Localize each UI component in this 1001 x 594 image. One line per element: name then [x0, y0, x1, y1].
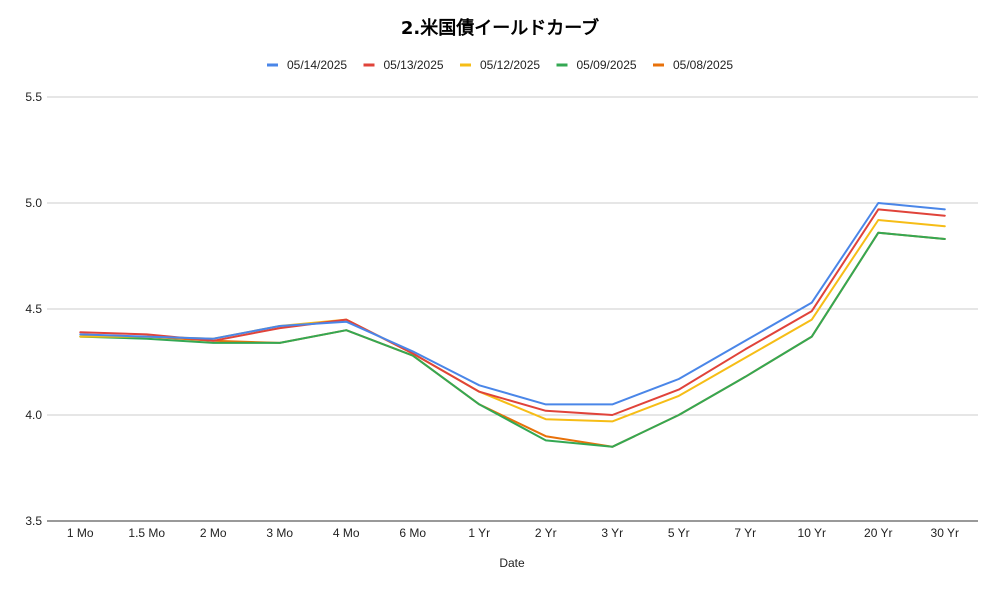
x-axis: 1 Mo 1.5 Mo 2 Mo 3 Mo 4 Mo 6 Mo 1 Yr 2 Yr 3 Yr 5 …	[67, 526, 959, 540]
x-tick-label: 7 Yr	[734, 526, 756, 540]
x-tick-label: 4 Mo	[333, 526, 360, 540]
legend-label: 05/12/2025	[480, 58, 540, 72]
y-tick-label: 5.0	[25, 196, 42, 210]
legend-label: 05/09/2025	[577, 58, 637, 72]
x-tick-label: 1 Yr	[468, 526, 490, 540]
x-tick-label: 2 Yr	[535, 526, 557, 540]
y-tick-label: 5.5	[25, 90, 42, 104]
y-tick-label: 4.5	[25, 302, 42, 316]
x-tick-label: 2 Mo	[200, 526, 227, 540]
y-tick-label: 3.5	[25, 514, 42, 528]
y-tick-label: 4.0	[25, 408, 42, 422]
x-tick-label: 6 Mo	[399, 526, 426, 540]
legend-label: 05/13/2025	[384, 58, 444, 72]
x-tick-label: 20 Yr	[864, 526, 892, 540]
series-line	[79, 219, 946, 423]
chart-title: 2.米国債イールドカーブ	[401, 17, 599, 39]
series-line	[79, 202, 946, 406]
series-lines	[79, 202, 946, 448]
legend: 05/14/2025 05/13/2025 05/12/2025 05/09/2025…	[267, 58, 733, 72]
x-tick-label: 3 Mo	[266, 526, 293, 540]
x-tick-label: 3 Yr	[601, 526, 623, 540]
x-tick-label: 1.5 Mo	[128, 526, 165, 540]
series-line	[79, 231, 946, 448]
legend-label: 05/14/2025	[287, 58, 347, 72]
x-tick-label: 1 Mo	[67, 526, 94, 540]
gridlines	[47, 96, 978, 522]
x-tick-label: 30 Yr	[931, 526, 959, 540]
x-axis-title: Date	[499, 556, 525, 570]
legend-label: 05/08/2025	[673, 58, 733, 72]
x-tick-label: 5 Yr	[668, 526, 690, 540]
series-line	[79, 208, 946, 416]
x-tick-label: 10 Yr	[798, 526, 826, 540]
y-axis: 3.5 4.0 4.5 5.0 5.5	[25, 90, 42, 528]
